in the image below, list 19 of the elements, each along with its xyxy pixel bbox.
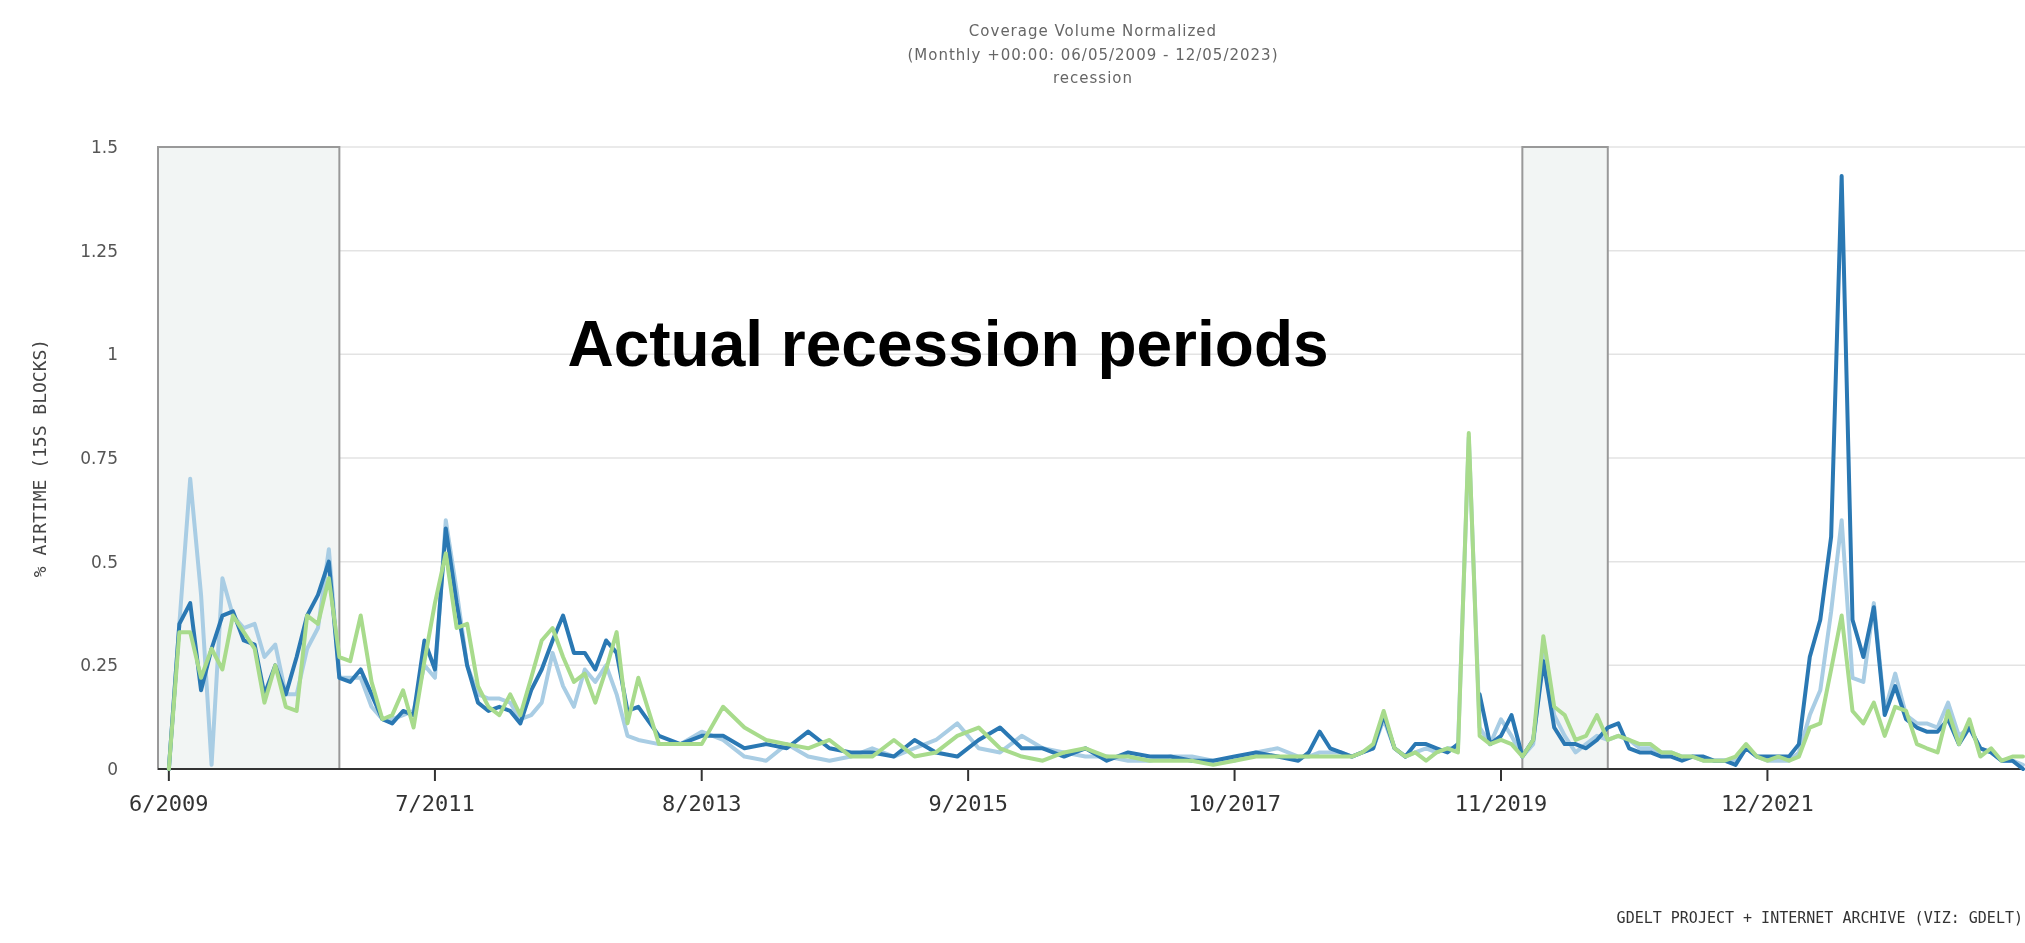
y-tick-label: 0.25 xyxy=(80,655,118,676)
y-tick-label: 1.25 xyxy=(80,240,118,261)
x-tick-label: 12/2021 xyxy=(1721,791,1814,816)
x-tick-label: 10/2017 xyxy=(1188,791,1281,816)
y-axis-title: % AIRTIME (15S BLOCKS) xyxy=(29,338,50,578)
x-tick-label: 7/2011 xyxy=(395,791,475,816)
y-tick-label: 1.5 xyxy=(90,137,118,157)
x-tick-label: 8/2013 xyxy=(661,791,742,816)
y-tick-label: 0.75 xyxy=(80,448,118,468)
text: GDELT PROJECT + INTERNET ARCHIVE (VIZ: GDELT) xyxy=(1616,909,2023,927)
y-tick-label: 1 xyxy=(107,344,118,365)
x-tick-label: 9/2015 xyxy=(928,791,1008,816)
x-tick-label: 11/2019 xyxy=(1454,791,1548,816)
x-tick-label: 6/2009 xyxy=(129,791,209,816)
chart-subtitle: (Monthly +00:00: 06/05/2009 - 12/05/2023) recession xyxy=(907,46,1279,87)
annotation: Actual recession periods xyxy=(567,308,1329,381)
y-tick-label: 0 xyxy=(107,759,118,779)
chart-title: Coverage Volume Normalized xyxy=(968,22,1218,40)
y-tick-label: 0.5 xyxy=(90,551,118,572)
